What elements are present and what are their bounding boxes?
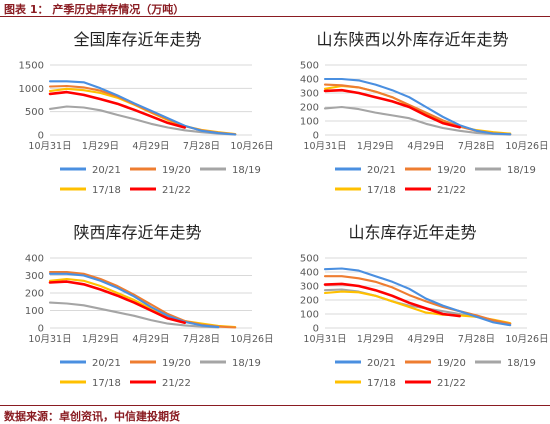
- x-tick-label: 10月26日: [230, 334, 273, 345]
- x-tick-label: 10月31日: [28, 141, 71, 152]
- x-tick-label: 7月28日: [458, 334, 495, 345]
- legend-label: 21/22: [437, 185, 466, 196]
- x-tick-label: 10月31日: [28, 334, 71, 345]
- legend-label: 20/21: [92, 358, 121, 369]
- y-tick-label: 200: [300, 103, 319, 114]
- legend-label: 18/19: [507, 165, 536, 176]
- chart-panel-shandong: 山东库存近年走势 0 100 200 300 400 500 10月31日 1月29日 4月29…: [275, 210, 550, 405]
- legend-label: 17/18: [92, 185, 121, 196]
- legend-label: 20/21: [367, 358, 396, 369]
- x-tick-label: 4月29日: [132, 141, 169, 152]
- y-tick-label: 400: [25, 254, 44, 265]
- x-tick-label: 7月28日: [458, 141, 495, 152]
- chart-title: 全国库存近年走势: [73, 30, 202, 49]
- figure-header: 图表 1： 产季历史库存情况（万吨）: [0, 0, 550, 17]
- y-tick-label: 100: [300, 117, 319, 128]
- y-tick-label: 400: [300, 268, 319, 279]
- legend-label: 17/18: [367, 378, 396, 389]
- legend-label: 19/20: [437, 165, 466, 176]
- legend-label: 17/18: [92, 378, 121, 389]
- legend-label: 21/22: [162, 378, 191, 389]
- legend-label: 21/22: [162, 185, 191, 196]
- legend-label: 20/21: [92, 165, 121, 176]
- x-tick-label: 7月28日: [183, 141, 220, 152]
- data-source: 数据来源：卓创资讯，中信建投期货: [4, 410, 180, 423]
- chart-panel-other-regions: 山东陕西以外库存近年走势 0 100 200 300 400 500 10月31日 1月29日…: [275, 17, 550, 212]
- series-line-21-22: [323, 88, 461, 129]
- y-tick-label: 100: [300, 310, 319, 321]
- x-tick-label: 4月29日: [407, 141, 444, 152]
- legend-label: 19/20: [162, 165, 191, 176]
- series-line-17-18: [48, 277, 237, 329]
- y-tick-label: 100: [25, 306, 44, 317]
- y-tick-label: 200: [300, 296, 319, 307]
- legend-label: 21/22: [437, 378, 466, 389]
- y-tick-label: 1500: [19, 61, 44, 72]
- y-tick-label: 500: [300, 61, 319, 72]
- x-tick-label: 7月28日: [183, 334, 220, 345]
- y-tick-label: 0: [38, 131, 44, 142]
- legend-label: 19/20: [437, 358, 466, 369]
- x-tick-label: 10月26日: [505, 334, 548, 345]
- y-tick-label: 0: [38, 324, 44, 335]
- x-tick-label: 1月29日: [82, 334, 119, 345]
- chart-title: 陕西库存近年走势: [73, 223, 202, 242]
- series-line-20-21: [323, 77, 512, 136]
- x-tick-label: 4月29日: [407, 334, 444, 345]
- series-line-20-21: [323, 267, 512, 327]
- x-tick-label: 10月26日: [230, 141, 273, 152]
- series-line-20-21: [48, 80, 237, 136]
- legend-label: 18/19: [232, 358, 261, 369]
- series-line-20-21: [48, 272, 220, 329]
- chart-svg: 0 100 200 300 400 10月31日 1月29日 4月29日 7月28日 10月26日…: [25, 254, 274, 390]
- y-tick-label: 1000: [19, 84, 44, 95]
- y-tick-label: 500: [25, 107, 44, 118]
- series-line-21-22: [48, 280, 186, 325]
- series-line-21-22: [48, 90, 186, 129]
- legend-label: 18/19: [507, 358, 536, 369]
- legend-label: 19/20: [162, 358, 191, 369]
- figure-title: 图表 1： 产季历史库存情况（万吨）: [4, 3, 185, 16]
- y-tick-label: 300: [25, 271, 44, 282]
- legend-label: 17/18: [367, 185, 396, 196]
- chart-svg: 0 100 200 300 400 500 10月31日 1月29日 4月29日 7月28日 10月…: [300, 61, 549, 197]
- series-line-18-19: [48, 105, 237, 136]
- chart-title: 山东陕西以外库存近年走势: [316, 30, 509, 49]
- series-line-18-19: [48, 301, 220, 329]
- chart-svg: 0 500 1000 1500 10月31日 1月29日 4月29日 7月28日 10月26日 2…: [19, 61, 274, 197]
- chart-panel-shaanxi: 陕西库存近年走势 0 100 200 300 400 10月31日 1月29日 4月29日 7月…: [0, 210, 275, 405]
- y-tick-label: 300: [300, 282, 319, 293]
- x-tick-label: 1月29日: [82, 141, 119, 152]
- chart-title: 山东库存近年走势: [348, 223, 477, 242]
- x-tick-label: 1月29日: [357, 334, 394, 345]
- y-tick-label: 300: [300, 89, 319, 100]
- x-tick-label: 10月31日: [303, 141, 346, 152]
- y-tick-label: 500: [300, 254, 319, 265]
- legend-label: 20/21: [367, 165, 396, 176]
- legend-label: 18/19: [232, 165, 261, 176]
- chart-panel-national: 全国库存近年走势 0 500 1000 1500 10月31日 1月29日 4月29日 7月2…: [0, 17, 275, 212]
- y-tick-label: 400: [300, 75, 319, 86]
- chart-svg: 0 100 200 300 400 500 10月31日 1月29日 4月29日 7月28日 10月…: [300, 254, 549, 390]
- y-tick-label: 0: [313, 324, 319, 335]
- footer-divider: [0, 405, 550, 406]
- x-tick-label: 4月29日: [132, 334, 169, 345]
- y-tick-label: 200: [25, 289, 44, 300]
- x-tick-label: 10月31日: [303, 334, 346, 345]
- series-line-19-20: [323, 275, 512, 325]
- series-line-18-19: [323, 105, 512, 136]
- series-line-21-22: [323, 282, 461, 318]
- x-tick-label: 1月29日: [357, 141, 394, 152]
- y-tick-label: 0: [313, 131, 319, 142]
- x-tick-label: 10月26日: [505, 141, 548, 152]
